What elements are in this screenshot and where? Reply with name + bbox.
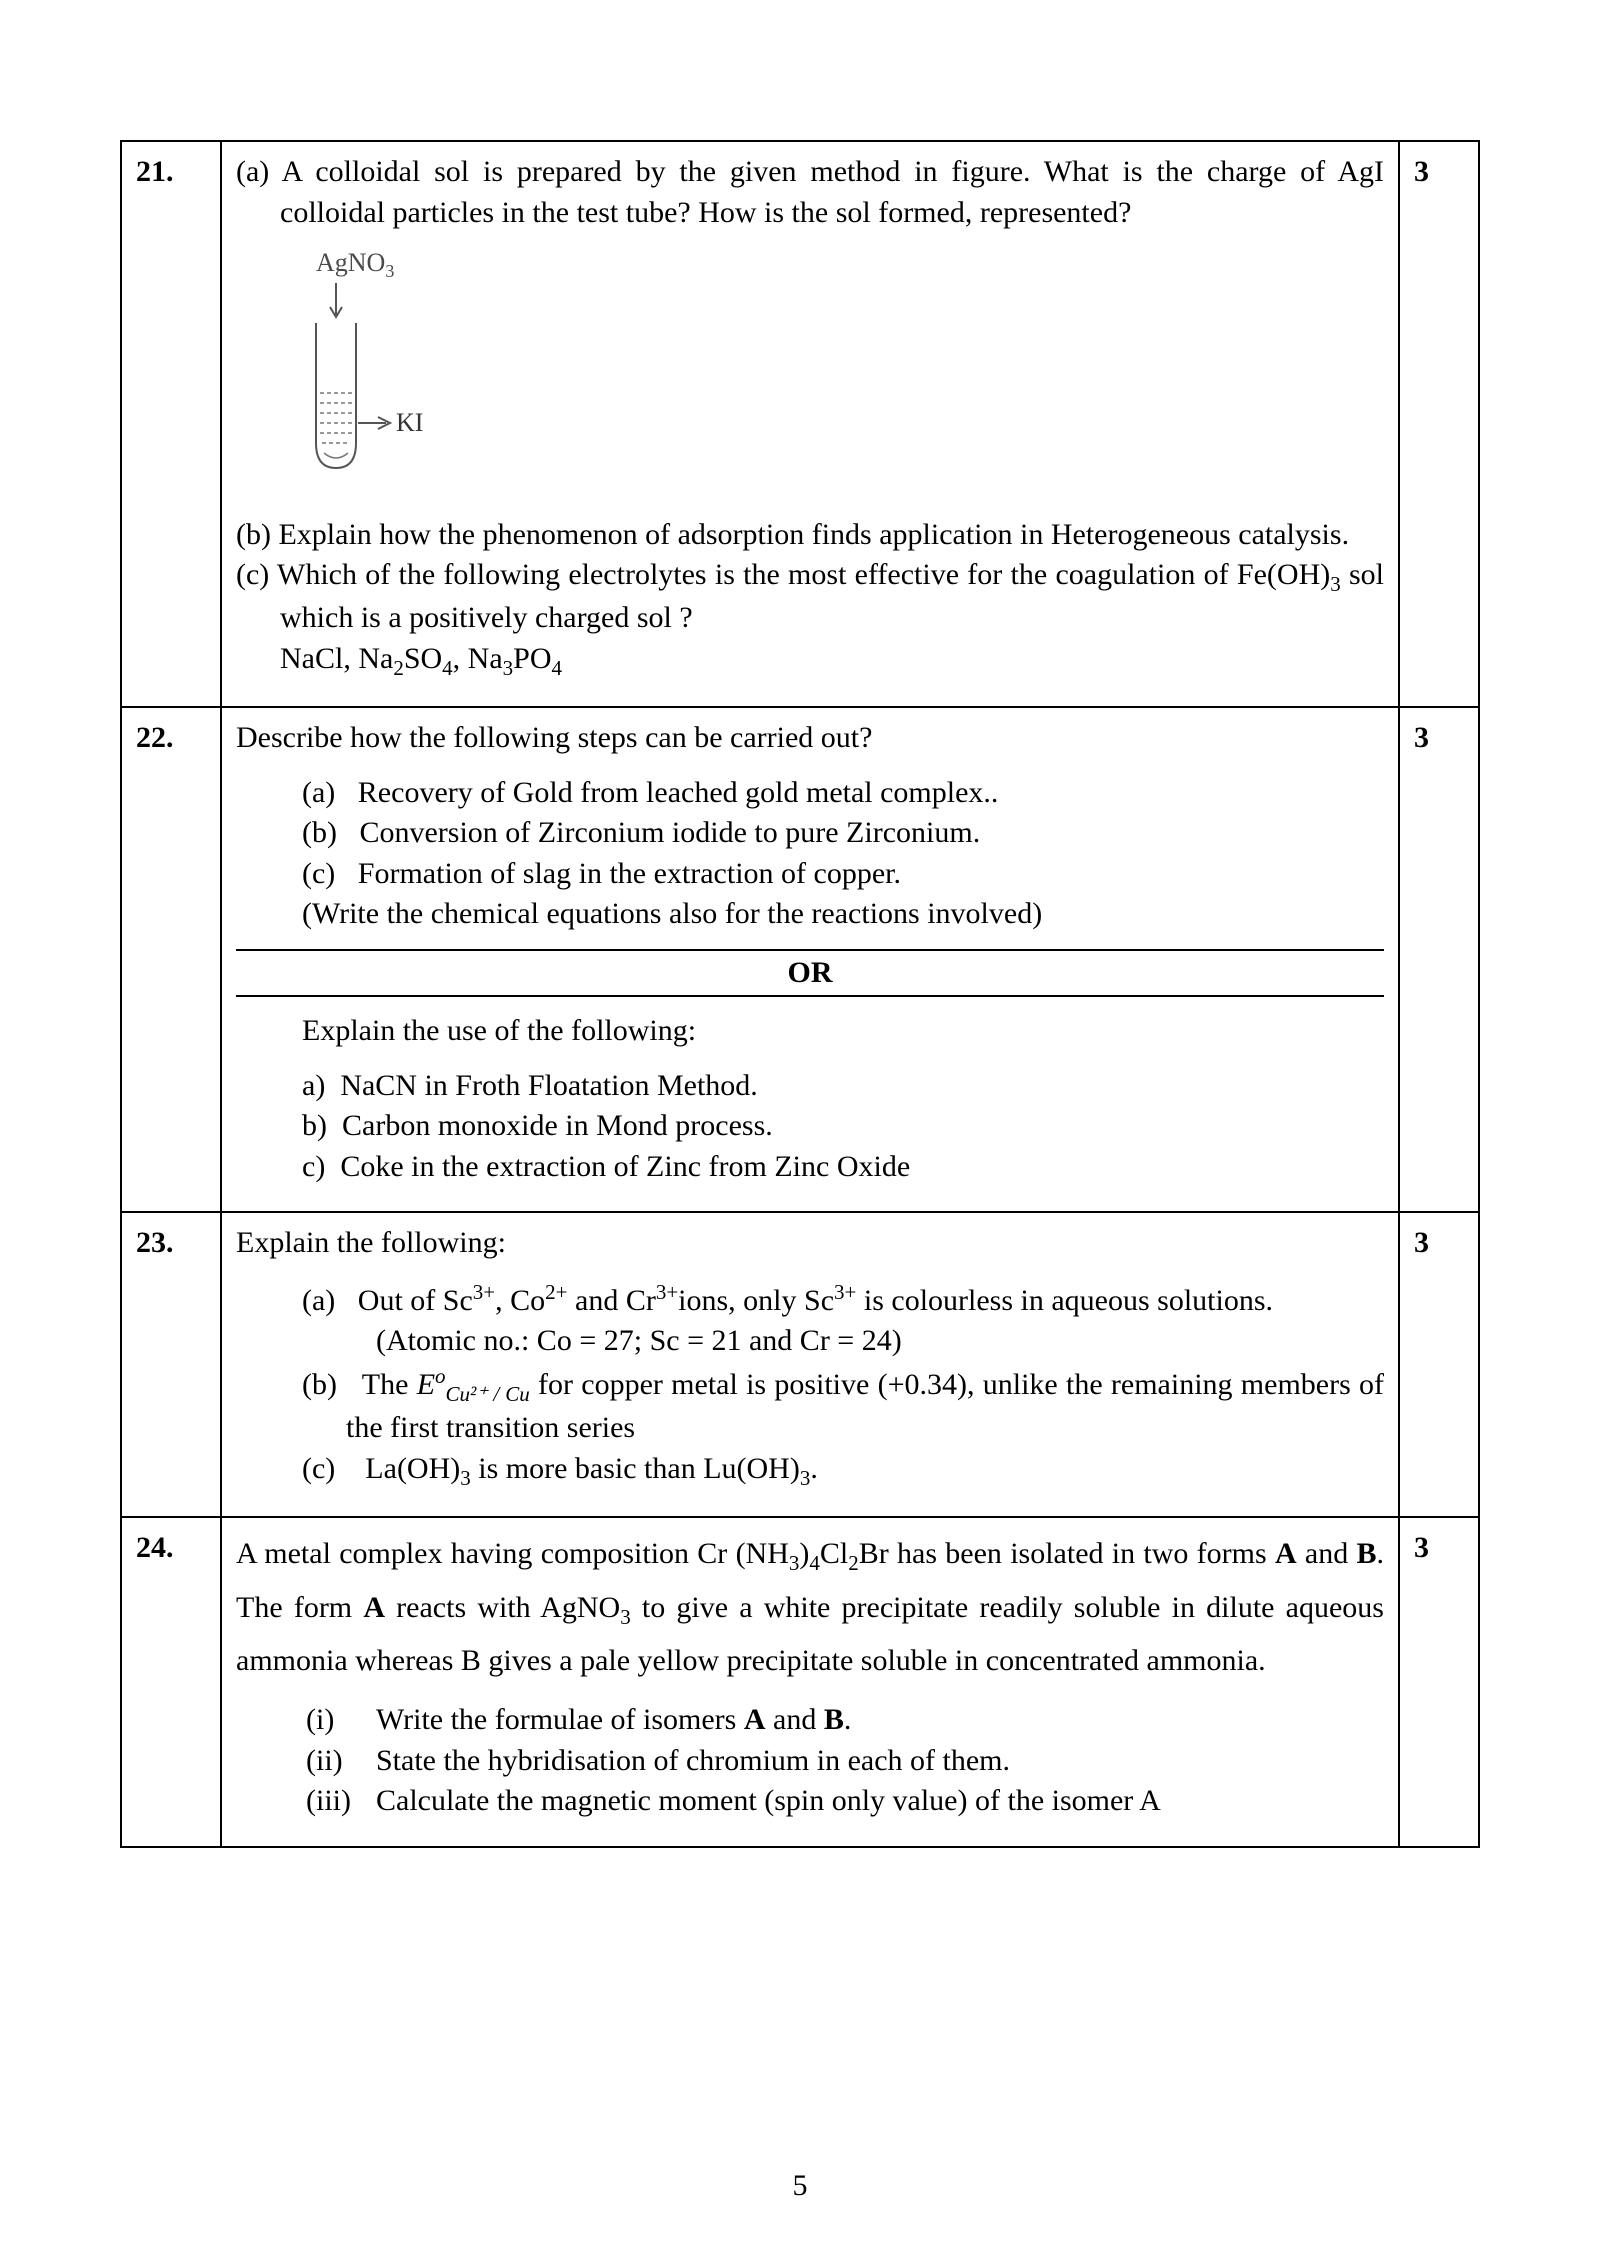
test-tube-diagram: AgNO3 KI — [286, 253, 1384, 495]
q21-c: (c) Which of the following electrolytes … — [236, 555, 1384, 639]
q22-alt-intro: Explain the use of the following: — [236, 1011, 1384, 1052]
q22-intro: Describe how the following steps can be … — [236, 718, 1384, 759]
q22-alt-a: a) NaCN in Froth Floatation Method. — [236, 1066, 1384, 1107]
q22-a: (a) Recovery of Gold from leached gold m… — [236, 773, 1384, 814]
q22-b: (b) Conversion of Zirconium iodide to pu… — [236, 813, 1384, 854]
q22-alt-b: b) Carbon monoxide in Mond process. — [236, 1106, 1384, 1147]
q21-a: (a) A colloidal sol is prepared by the g… — [236, 152, 1384, 233]
table-row: 21. (a) A colloidal sol is prepared by t… — [121, 141, 1479, 707]
diagram-svg: AgNO3 KI — [286, 253, 466, 483]
q23-c: (c) La(OH)3 is more basic than Lu(OH)3. — [236, 1449, 1384, 1492]
question-marks: 3 — [1399, 1212, 1479, 1517]
question-content: Explain the following: (a) Out of Sc3+, … — [221, 1212, 1399, 1517]
q24-iii: (iii)Calculate the magnetic moment (spin… — [236, 1781, 1384, 1822]
tube-outline — [316, 323, 356, 468]
question-number: 22. — [121, 707, 221, 1212]
diagram-label-top: AgNO3 — [316, 253, 394, 281]
question-marks: 3 — [1399, 707, 1479, 1212]
q24-ii: (ii)State the hybridisation of chromium … — [236, 1741, 1384, 1782]
question-marks: 3 — [1399, 141, 1479, 707]
exam-page: 21. (a) A colloidal sol is prepared by t… — [0, 0, 1600, 2263]
or-divider: OR — [236, 949, 1384, 998]
diagram-label-side: KI — [396, 408, 423, 437]
q23-a-line2: (Atomic no.: Co = 27; Sc = 21 and Cr = 2… — [236, 1321, 1384, 1362]
question-number: 24. — [121, 1517, 221, 1847]
q21-b: (b) Explain how the phenomenon of adsorp… — [236, 515, 1384, 556]
question-table: 21. (a) A colloidal sol is prepared by t… — [120, 140, 1480, 1848]
q23-a: (a) Out of Sc3+, Co2+ and Cr3+ions, only… — [236, 1278, 1384, 1322]
table-row: 22. Describe how the following steps can… — [121, 707, 1479, 1212]
question-content: A metal complex having composition Cr (N… — [221, 1517, 1399, 1847]
q24-i: (i)Write the formulae of isomers A and B… — [236, 1700, 1384, 1741]
table-row: 23. Explain the following: (a) Out of Sc… — [121, 1212, 1479, 1517]
q22-alt-c: c) Coke in the extraction of Zinc from Z… — [236, 1147, 1384, 1188]
question-number: 21. — [121, 141, 221, 707]
q24-intro: A metal complex having composition Cr (N… — [236, 1528, 1384, 1686]
q22-c: (c) Formation of slag in the extraction … — [236, 854, 1384, 895]
question-marks: 3 — [1399, 1517, 1479, 1847]
question-content: (a) A colloidal sol is prepared by the g… — [221, 141, 1399, 707]
q23-b: (b) The EoCu²⁺ / Cu for copper metal is … — [236, 1362, 1384, 1449]
q22-note: (Write the chemical equations also for t… — [236, 894, 1384, 935]
question-content: Describe how the following steps can be … — [221, 707, 1399, 1212]
q21-c-line2: NaCl, Na2SO4, Na3PO4 — [236, 639, 1384, 682]
question-number: 23. — [121, 1212, 221, 1517]
table-row: 24. A metal complex having composition C… — [121, 1517, 1479, 1847]
q23-intro: Explain the following: — [236, 1223, 1384, 1264]
page-number: 5 — [0, 2169, 1600, 2203]
